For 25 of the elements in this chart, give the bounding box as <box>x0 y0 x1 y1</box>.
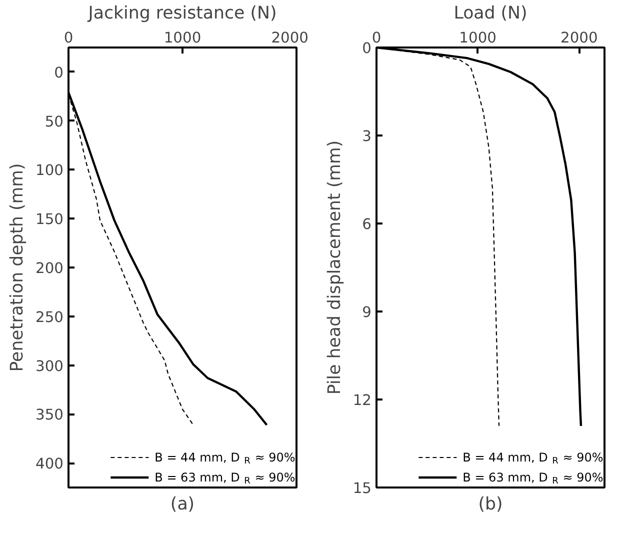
x-tick-label: 2000 <box>560 30 598 46</box>
y-tick-label: 200 <box>36 260 64 277</box>
y-tick-label: 12 <box>352 392 372 409</box>
x-axis-title: Jacking resistance (N) <box>87 4 277 24</box>
y-tick-label: 6 <box>362 216 372 233</box>
y-tick-label: 0 <box>54 64 64 82</box>
text: (a) <box>170 494 195 514</box>
y-tick-label: 0 <box>362 40 372 57</box>
text: (b) <box>478 494 503 514</box>
x-tick-label: 1000 <box>164 30 202 46</box>
y-tick-label: 400 <box>36 456 64 473</box>
x-tick-label: 2000 <box>271 30 309 46</box>
y-tick-label: 150 <box>36 211 64 228</box>
y-tick-label: 350 <box>36 406 64 424</box>
y-tick-label: 3 <box>362 128 372 145</box>
x-tick-label: 1000 <box>459 30 496 46</box>
y-axis-title: Pile head displacement (mm) <box>324 140 345 395</box>
y-tick-label: 300 <box>36 358 64 375</box>
x-axis-title: Load (N) <box>454 4 528 24</box>
y-tick-label: 50 <box>44 113 64 130</box>
y-tick-label: 250 <box>36 308 64 326</box>
y-axis-title: Penetration depth (mm) <box>8 163 28 372</box>
y-tick-label: 100 <box>36 162 64 180</box>
y-tick-label: 15 <box>352 480 372 497</box>
y-tick-label: 9 <box>362 304 372 321</box>
